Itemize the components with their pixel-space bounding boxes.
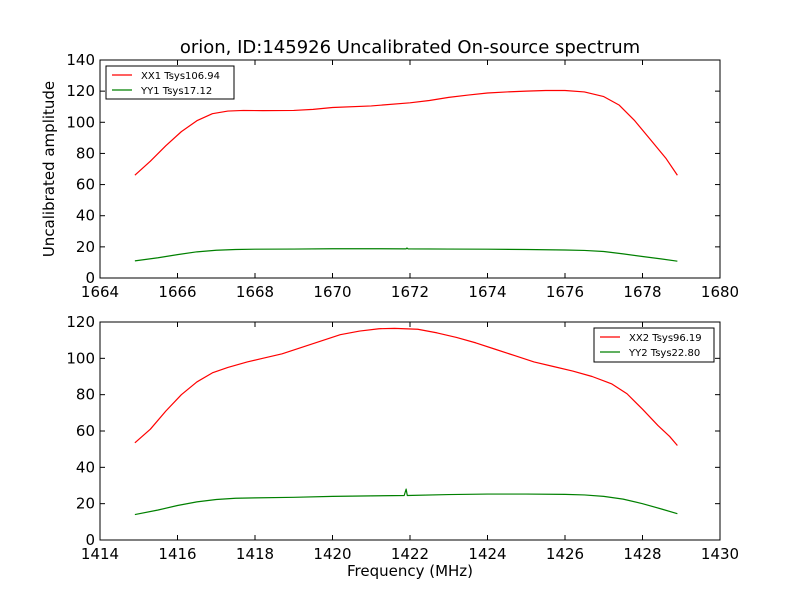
bottom-xtick-label: 1416 <box>158 545 196 563</box>
bottom-xtick-label: 1428 <box>623 545 661 563</box>
bottom-plot-panel: 1414 1416 1418 1420 1422 1424 1426 1428 1430 0 20 4… <box>66 313 739 580</box>
top-legend-label-1: YY1 Tsys17.12 <box>140 86 212 97</box>
top-plot-series <box>134 89 678 262</box>
bottom-xtick-label: 1420 <box>313 545 351 563</box>
top-plot-legend: XX1 Tsys106.94 YY1 Tsys17.12 <box>105 65 235 100</box>
top-plot-ticks: 1664 1666 1668 1670 1672 1674 1676 1678 1680 0 20 4… <box>66 51 739 301</box>
top-xtick-label: 1678 <box>623 283 661 301</box>
bottom-ytick-label: 40 <box>76 458 95 476</box>
chart-title: orion, ID:145926 Uncalibrated On-source … <box>180 37 640 58</box>
bottom-ytick-label: 20 <box>76 495 95 513</box>
top-xtick-label: 1674 <box>468 283 506 301</box>
top-legend-label-0: XX1 Tsys106.94 <box>141 71 220 82</box>
bottom-ytick-label: 0 <box>85 531 95 549</box>
top-ytick-label: 80 <box>76 144 95 162</box>
top-plot-panel: 1664 1666 1668 1670 1672 1674 1676 1678 1680 0 20 4… <box>40 51 739 301</box>
top-legend-box <box>105 65 235 100</box>
top-ytick-label: 20 <box>76 238 95 256</box>
bottom-ytick-label: 80 <box>76 386 95 404</box>
top-plot-ylabel: Uncalibrated amplitude <box>40 81 58 257</box>
bottom-xtick-label: 1426 <box>546 545 584 563</box>
top-ytick-label: 40 <box>76 207 95 225</box>
top-xtick-label: 1672 <box>391 283 429 301</box>
top-xtick-label: 1664 <box>81 283 119 301</box>
bottom-xtick-label: 1422 <box>391 545 429 563</box>
bottom-xtick-label: 1414 <box>81 545 119 563</box>
bottom-series-line-1 <box>134 488 678 516</box>
top-xtick-label: 1670 <box>313 283 351 301</box>
top-ytick-label: 120 <box>66 82 95 100</box>
bottom-ytick-label: 120 <box>66 313 95 331</box>
bottom-plot-xlabel: Frequency (MHz) <box>347 562 473 580</box>
bottom-xtick-label: 1418 <box>236 545 274 563</box>
top-xtick-label: 1680 <box>701 283 739 301</box>
bottom-plot-series <box>134 327 678 516</box>
bottom-legend-label-0: XX2 Tsys96.19 <box>629 333 702 344</box>
top-ytick-label: 0 <box>85 269 95 287</box>
bottom-plot-ticks: 1414 1416 1418 1420 1422 1424 1426 1428 1430 0 20 4… <box>66 313 739 563</box>
top-ytick-label: 100 <box>66 113 95 131</box>
top-ytick-label: 60 <box>76 176 95 194</box>
top-xtick-label: 1668 <box>236 283 274 301</box>
bottom-ytick-label: 60 <box>76 422 95 440</box>
top-ytick-label: 140 <box>66 51 95 69</box>
bottom-legend-box <box>593 327 715 363</box>
bottom-plot-legend: XX2 Tsys96.19 YY2 Tsys22.80 <box>593 327 715 363</box>
bottom-xtick-label: 1430 <box>701 545 739 563</box>
bottom-series-line-0 <box>134 327 678 446</box>
top-series-line-1 <box>134 247 678 262</box>
bottom-ytick-label: 100 <box>66 349 95 367</box>
top-xtick-label: 1666 <box>158 283 196 301</box>
bottom-legend-label-1: YY2 Tsys22.80 <box>628 348 700 359</box>
top-xtick-label: 1676 <box>546 283 584 301</box>
bottom-xtick-label: 1424 <box>468 545 506 563</box>
top-series-line-0 <box>134 89 678 176</box>
